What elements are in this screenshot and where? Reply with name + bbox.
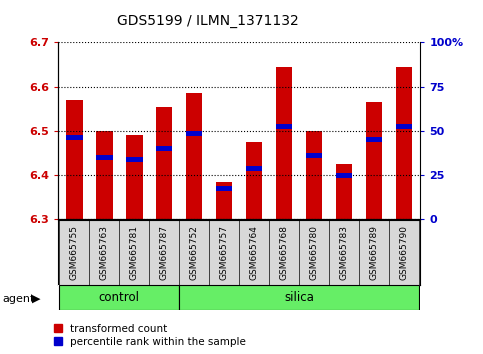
Text: GSM665763: GSM665763	[100, 225, 109, 280]
Text: GSM665790: GSM665790	[399, 225, 408, 280]
Bar	[216, 186, 232, 191]
Bar	[96, 155, 113, 160]
Text: agent: agent	[2, 294, 35, 304]
Legend: transformed count, percentile rank within the sample: transformed count, percentile rank withi…	[54, 324, 246, 347]
Text: GSM665755: GSM665755	[70, 225, 79, 280]
Text: GDS5199 / ILMN_1371132: GDS5199 / ILMN_1371132	[117, 14, 298, 28]
Bar	[306, 131, 322, 219]
Bar	[336, 164, 352, 219]
Bar	[156, 146, 172, 152]
Bar	[366, 137, 382, 142]
Bar	[59, 285, 179, 310]
Text: GSM665757: GSM665757	[220, 225, 228, 280]
Text: GSM665768: GSM665768	[280, 225, 288, 280]
Bar	[186, 93, 202, 219]
Bar	[276, 67, 292, 219]
Bar	[66, 100, 83, 219]
Text: GSM665752: GSM665752	[190, 225, 199, 280]
Bar	[306, 153, 322, 158]
Text: GSM665789: GSM665789	[369, 225, 378, 280]
Text: GSM665787: GSM665787	[160, 225, 169, 280]
Bar	[96, 131, 113, 219]
Bar	[126, 135, 142, 219]
Text: GSM665781: GSM665781	[130, 225, 139, 280]
Bar	[336, 172, 352, 178]
Bar	[66, 135, 83, 140]
Bar	[396, 124, 412, 129]
Bar	[366, 102, 382, 219]
Bar	[126, 157, 142, 162]
Bar	[276, 124, 292, 129]
Text: ▶: ▶	[32, 294, 41, 304]
Bar	[396, 67, 412, 219]
Text: GSM665783: GSM665783	[340, 225, 348, 280]
Bar	[179, 285, 419, 310]
Bar	[186, 131, 202, 136]
Bar	[156, 107, 172, 219]
Bar	[246, 142, 262, 219]
Text: GSM665780: GSM665780	[310, 225, 318, 280]
Text: silica: silica	[284, 291, 314, 304]
Text: control: control	[99, 291, 140, 304]
Text: GSM665764: GSM665764	[250, 225, 258, 280]
Bar	[246, 166, 262, 171]
Bar	[216, 182, 232, 219]
